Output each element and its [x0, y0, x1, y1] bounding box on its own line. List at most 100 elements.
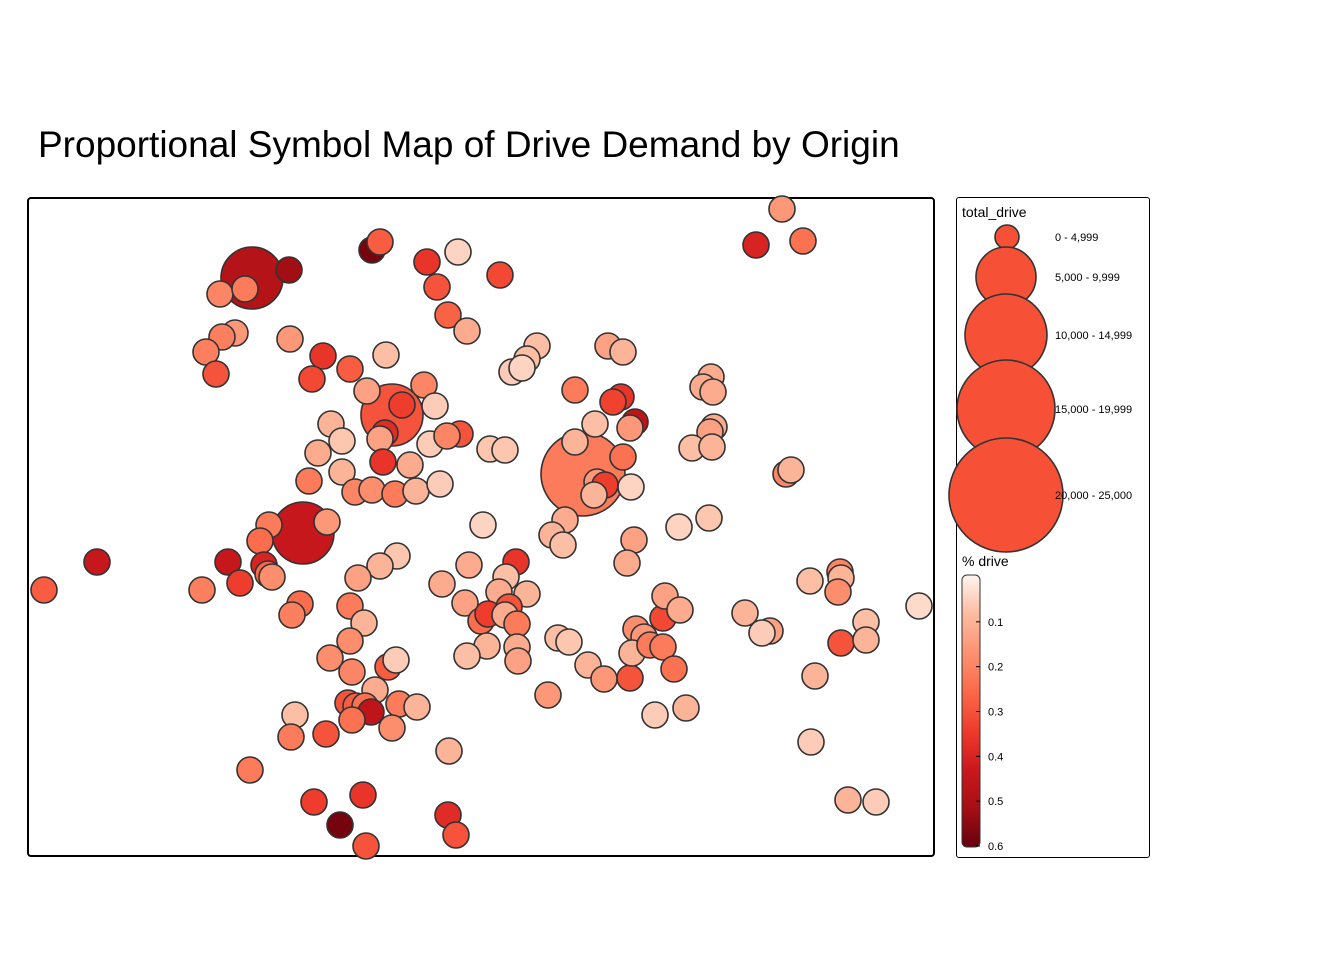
legend-size-label: 0 - 4,999: [1055, 232, 1098, 244]
origin-symbol: [665, 513, 693, 541]
origin-symbol: [328, 458, 356, 486]
origin-symbol: [824, 578, 852, 606]
origin-symbol: [336, 627, 364, 655]
origin-symbol: [797, 728, 825, 756]
origin-symbol: [338, 706, 366, 734]
origin-symbol: [503, 610, 531, 638]
legend-color-tick-label: 0.5: [988, 796, 1003, 808]
origin-symbol: [206, 280, 234, 308]
origin-symbol: [616, 664, 644, 692]
origin-symbol: [444, 238, 472, 266]
legend-size-symbol: [948, 437, 1064, 553]
origin-symbol: [421, 392, 449, 420]
origin-symbol: [777, 456, 805, 484]
symbols-layer: [30, 195, 933, 860]
origin-symbol: [590, 665, 618, 693]
legend-size-label: 5,000 - 9,999: [1055, 272, 1120, 284]
origin-symbol: [231, 275, 259, 303]
legend-size-label: 10,000 - 14,999: [1055, 330, 1132, 342]
origin-symbol: [276, 325, 304, 353]
origin-symbol: [616, 414, 644, 442]
origin-symbol: [580, 481, 608, 509]
origin-symbol: [742, 231, 770, 259]
legend-color-tick-label: 0.1: [988, 617, 1003, 629]
origin-symbol: [403, 693, 431, 721]
origin-symbol: [609, 443, 637, 471]
origin-symbol: [852, 626, 880, 654]
origin-symbol: [748, 619, 776, 647]
legend-color-tick-label: 0.4: [988, 751, 1003, 763]
origin-symbol: [581, 410, 609, 438]
origin-symbol: [358, 476, 386, 504]
origin-symbol: [258, 563, 286, 591]
origin-symbol: [423, 273, 451, 301]
origin-symbol: [338, 658, 366, 686]
origin-symbol: [226, 569, 254, 597]
origin-symbol: [236, 756, 264, 784]
legend-size-classes: 0 - 4,999 5,000 - 9,999 10,000 - 14,999 15,…: [948, 224, 1132, 553]
origin-symbol: [905, 592, 933, 620]
origin-symbol: [698, 433, 726, 461]
origin-symbol: [789, 227, 817, 255]
origin-symbol: [649, 633, 677, 661]
origin-symbol: [309, 342, 337, 370]
origin-symbol: [214, 548, 242, 576]
origin-symbol: [366, 228, 394, 256]
origin-symbol: [827, 629, 855, 657]
origin-symbol: [699, 378, 727, 406]
origin-symbol: [352, 832, 380, 860]
origin-symbol: [300, 788, 328, 816]
origin-symbol: [349, 781, 377, 809]
origin-symbol: [328, 427, 356, 455]
origin-symbol: [491, 436, 519, 464]
origin-symbol: [435, 737, 463, 765]
origin-symbol: [326, 811, 354, 839]
origin-symbol: [344, 564, 372, 592]
origin-symbol: [834, 786, 862, 814]
origin-symbol: [486, 261, 514, 289]
origin-symbol: [295, 467, 323, 495]
origin-symbol: [372, 341, 400, 369]
origin-symbol: [609, 338, 637, 366]
legend-color-tick-label: 0.2: [988, 662, 1003, 674]
origin-symbol: [275, 256, 303, 284]
origin-symbol: [382, 646, 410, 674]
origin-symbol: [434, 301, 462, 329]
origin-symbol: [504, 647, 532, 675]
origin-symbol: [641, 701, 669, 729]
origin-symbol: [561, 376, 589, 404]
origin-symbol: [768, 195, 796, 223]
origin-symbol: [549, 531, 577, 559]
map-panel: [27, 197, 935, 857]
legend-size-label: 15,000 - 19,999: [1055, 404, 1132, 416]
origin-symbol: [402, 477, 430, 505]
map-title: Proportional Symbol Map of Drive Demand …: [38, 124, 900, 165]
origin-symbol: [451, 589, 479, 617]
origin-symbol: [453, 317, 481, 345]
origin-symbol: [353, 377, 381, 405]
origin-symbol: [433, 422, 461, 450]
legend-box: [956, 197, 1150, 858]
origin-symbol: [561, 428, 589, 456]
origin-symbol: [660, 655, 688, 683]
origin-symbol: [455, 551, 483, 579]
origin-symbol: [366, 425, 394, 453]
origin-symbol: [278, 601, 306, 629]
legend-size-label: 20,000 - 25,000: [1055, 490, 1132, 502]
origin-symbol: [862, 788, 890, 816]
origin-symbol: [534, 681, 562, 709]
origin-symbol: [413, 248, 441, 276]
legend-color-tick-label: 0.6: [988, 841, 1003, 853]
origin-symbol: [396, 451, 424, 479]
origin-symbol: [298, 365, 326, 393]
origin-symbol: [617, 473, 645, 501]
origin-symbol: [508, 354, 536, 382]
origin-symbol: [555, 628, 583, 656]
origin-symbol: [316, 644, 344, 672]
origin-symbol: [388, 391, 416, 419]
origin-symbol: [369, 448, 397, 476]
origin-symbol: [83, 548, 111, 576]
origin-symbol: [453, 642, 481, 670]
origin-symbol: [366, 552, 394, 580]
